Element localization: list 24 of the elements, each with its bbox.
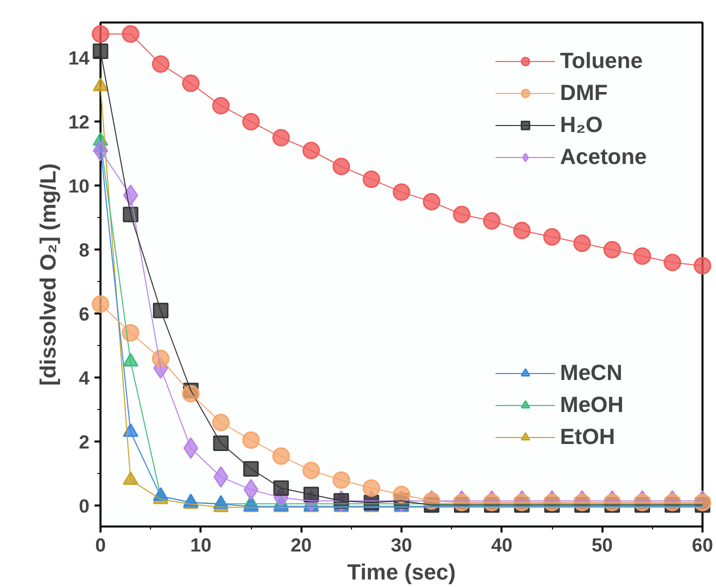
y-axis-title: [dissolved O₂] (mg/L) <box>35 163 60 386</box>
legend-label: MeCN <box>560 359 622 387</box>
y-tick-label: 2 <box>78 432 90 454</box>
x-axis-title: Time (sec) <box>347 560 456 584</box>
y-tick-label: 6 <box>78 304 90 326</box>
legend-label: H₂O <box>560 111 603 139</box>
x-tick-label: 10 <box>190 536 212 556</box>
x-tick-label: 60 <box>692 536 714 556</box>
y-tick-label: 0 <box>78 496 90 518</box>
legend-label: MeOH <box>560 391 624 419</box>
y-tick-label: 4 <box>78 368 90 390</box>
y-tick-label: 12 <box>68 112 90 134</box>
y-tick-label: 14 <box>68 48 90 70</box>
legend-label: EtOH <box>560 423 615 451</box>
legend-label: DMF <box>560 79 608 107</box>
x-tick-label: 40 <box>491 536 512 556</box>
y-tick-label: 10 <box>68 176 90 198</box>
x-tick-label: 30 <box>390 536 412 556</box>
legend-label: Toluene <box>560 47 643 75</box>
x-tick-label: 20 <box>290 536 312 556</box>
x-tick-label: 0 <box>95 536 106 556</box>
x-tick-label: 50 <box>592 536 613 556</box>
y-tick-label: 8 <box>78 240 90 262</box>
legend-label: Acetone <box>560 143 647 171</box>
